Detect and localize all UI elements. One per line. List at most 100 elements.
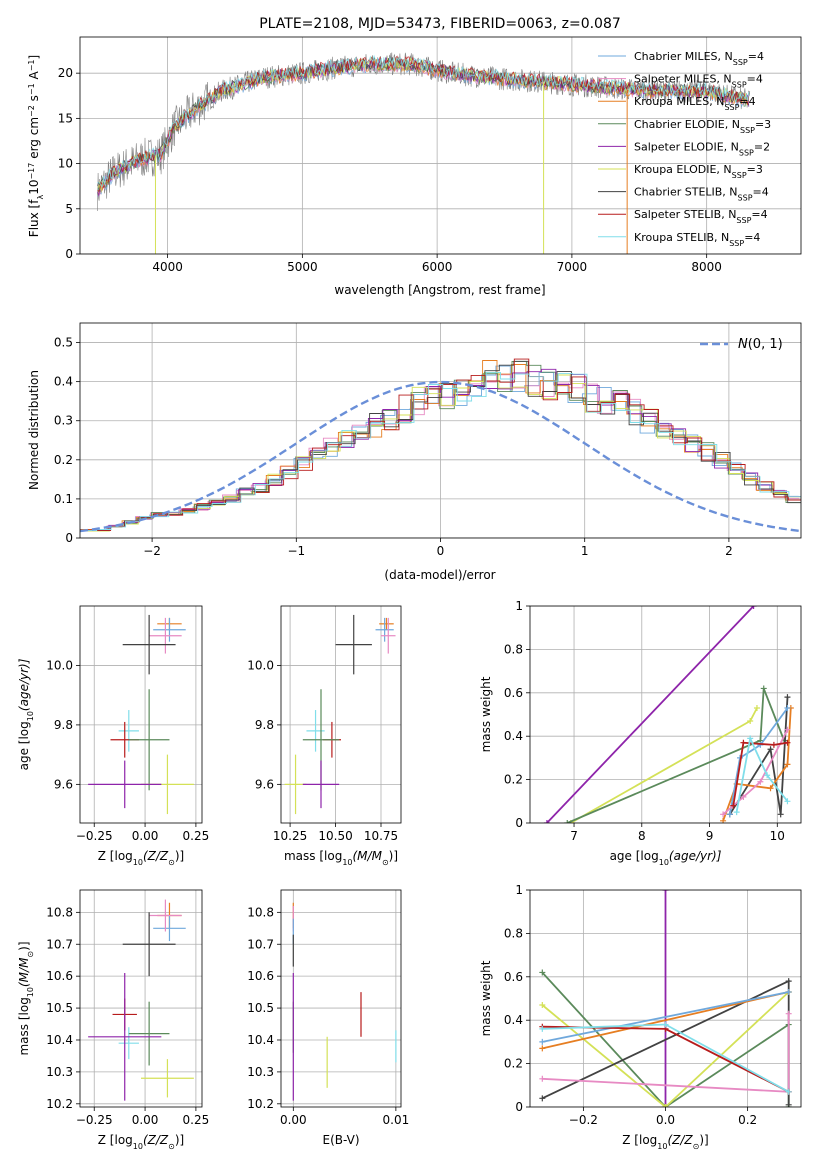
label-part: 10 <box>27 180 41 195</box>
legend-entry: Chabrier STELIB, NSSP=4 <box>634 186 769 203</box>
x-tick-label: 4000 <box>152 260 183 274</box>
axes-frame <box>529 605 802 824</box>
label-part: SSP <box>729 238 744 247</box>
weight-marker <box>733 809 740 816</box>
x-axis-label: Z [log10(Z/Z⊙)] <box>98 1133 184 1151</box>
label-part: SSP <box>732 80 747 89</box>
label-part: Z [log <box>622 1133 657 1147</box>
label-part: Chabrier MILES, N <box>634 50 733 63</box>
x-tick-label: 0.0 <box>656 1113 675 1127</box>
legend-entry: N(0, 1) <box>738 337 783 352</box>
weight-marker <box>564 820 571 823</box>
histogram-step <box>80 374 800 532</box>
weight-marker <box>757 778 764 785</box>
age_vs_Z-axes: −0.25 0.00 0.259.69.810.0Z [log10(Z/Z⊙)]ag… <box>17 605 210 867</box>
label-part: SSP <box>736 216 751 225</box>
y-tick-label: 5 <box>65 202 73 216</box>
histogram-step <box>82 371 801 532</box>
x-tick-label: 0.00 <box>280 1113 307 1127</box>
y-tick-label: 0.2 <box>504 773 523 787</box>
label-part: 10 <box>26 987 35 997</box>
y-tick-label: 10.8 <box>247 905 274 919</box>
label-part: (age/yr)] <box>17 658 31 711</box>
x-tick-label: 0.25 <box>183 1113 210 1127</box>
errorbar-point <box>88 760 162 809</box>
label-part: 10 <box>342 858 352 867</box>
age_vs_mass-axes: 10.25 10.50 10.75 9.6 9.8 10.0 mass [log10(M/M… <box>247 605 402 867</box>
label-part: Z [log <box>98 1133 133 1147</box>
label-part: ] <box>27 55 41 60</box>
weight-marker <box>730 802 737 809</box>
label-part: SSP <box>733 58 748 67</box>
x-axis-label: Z [log10(Z/Z⊙)] <box>622 1133 708 1151</box>
x-tick-label: 0.25 <box>183 829 210 843</box>
weight-series <box>730 739 791 809</box>
y-tick-label: 9.8 <box>54 718 73 732</box>
weight-series <box>564 685 788 823</box>
label-part: s <box>27 95 41 105</box>
label-part: 10 <box>133 1142 143 1151</box>
label-part: Salpeter ELODIE, N <box>634 140 739 153</box>
y-axis-label: Flux [fλ10−17 erg cm−2 s−1 A−1] <box>27 55 45 237</box>
x-tick-label: 8000 <box>691 260 722 274</box>
label-part: )] <box>175 849 184 863</box>
x-tick-label: 10.50 <box>318 829 352 843</box>
y-tick-label: 15 <box>58 111 73 125</box>
label-part: SSP <box>740 125 755 134</box>
y-tick-label: 10.4 <box>46 1033 73 1047</box>
errorbar-point <box>379 617 394 630</box>
weight-marker <box>753 704 760 711</box>
errorbar-point <box>122 912 176 977</box>
label-part: Salpeter MILES, N <box>634 73 732 86</box>
weight-marker <box>760 685 767 692</box>
axes-frame <box>529 889 802 1108</box>
axes-frame <box>79 322 802 539</box>
label-part: (0, 1) <box>748 337 783 352</box>
weight-marker <box>750 606 757 609</box>
y-tick-label: 10.4 <box>247 1033 274 1047</box>
label-part: −1 <box>27 59 36 71</box>
legend-entry: Chabrier MILES, NSSP=4 <box>634 50 764 67</box>
y-tick-label: 0.8 <box>504 642 523 656</box>
weight-line <box>729 707 789 815</box>
weight-series <box>733 735 791 816</box>
y-axis-label: Normed distribution <box>27 370 41 490</box>
x-tick-label: 0 <box>437 544 445 558</box>
weight-marker <box>767 746 774 753</box>
weight-marker <box>662 890 669 893</box>
weight-marker <box>784 704 791 711</box>
label-part: (Z/Z <box>143 1133 169 1147</box>
errorbar-point <box>128 689 170 791</box>
x-tick-label: 0.2 <box>738 1113 757 1127</box>
weight-marker <box>777 811 784 818</box>
weight-line <box>542 991 789 1043</box>
label-part: Z [log <box>98 849 133 863</box>
label-part: 10 <box>657 1142 667 1151</box>
histogram-step <box>81 360 801 532</box>
label-part: 10 <box>133 858 143 867</box>
weight-series <box>720 704 794 823</box>
y-tick-label: 9.6 <box>255 777 274 791</box>
label-part: =4 <box>744 231 760 244</box>
errorbar-point <box>149 899 182 932</box>
y-tick-label: 10.6 <box>247 969 274 983</box>
weight_vs_Z-axes: −0.2 0.0 0.2 0 0.2 0.4 0.6 0.8 1 Z [log10(Z/Z⊙)] m… <box>479 883 802 1151</box>
plot-area <box>80 606 202 823</box>
x-tick-label: 0.00 <box>132 1113 159 1127</box>
y-tick-label: 0 <box>515 816 523 830</box>
label-part: (age/yr)] <box>669 849 722 863</box>
label-part: Salpeter STELIB, N <box>634 208 736 221</box>
x-axis-label: (data-model)/error <box>384 568 495 582</box>
errorbar-point <box>381 617 396 654</box>
y-axis-label: mass weight <box>479 676 493 752</box>
errorbar-point <box>375 617 394 642</box>
label-part: age [log <box>17 721 31 770</box>
errorbar-point <box>153 915 186 942</box>
y-tick-label: 10.0 <box>46 658 73 672</box>
y-tick-label: 0.4 <box>504 1013 523 1027</box>
y-tick-label: 20 <box>58 66 73 80</box>
label-part: ⊙ <box>693 1142 700 1151</box>
weight-marker <box>662 1104 669 1107</box>
